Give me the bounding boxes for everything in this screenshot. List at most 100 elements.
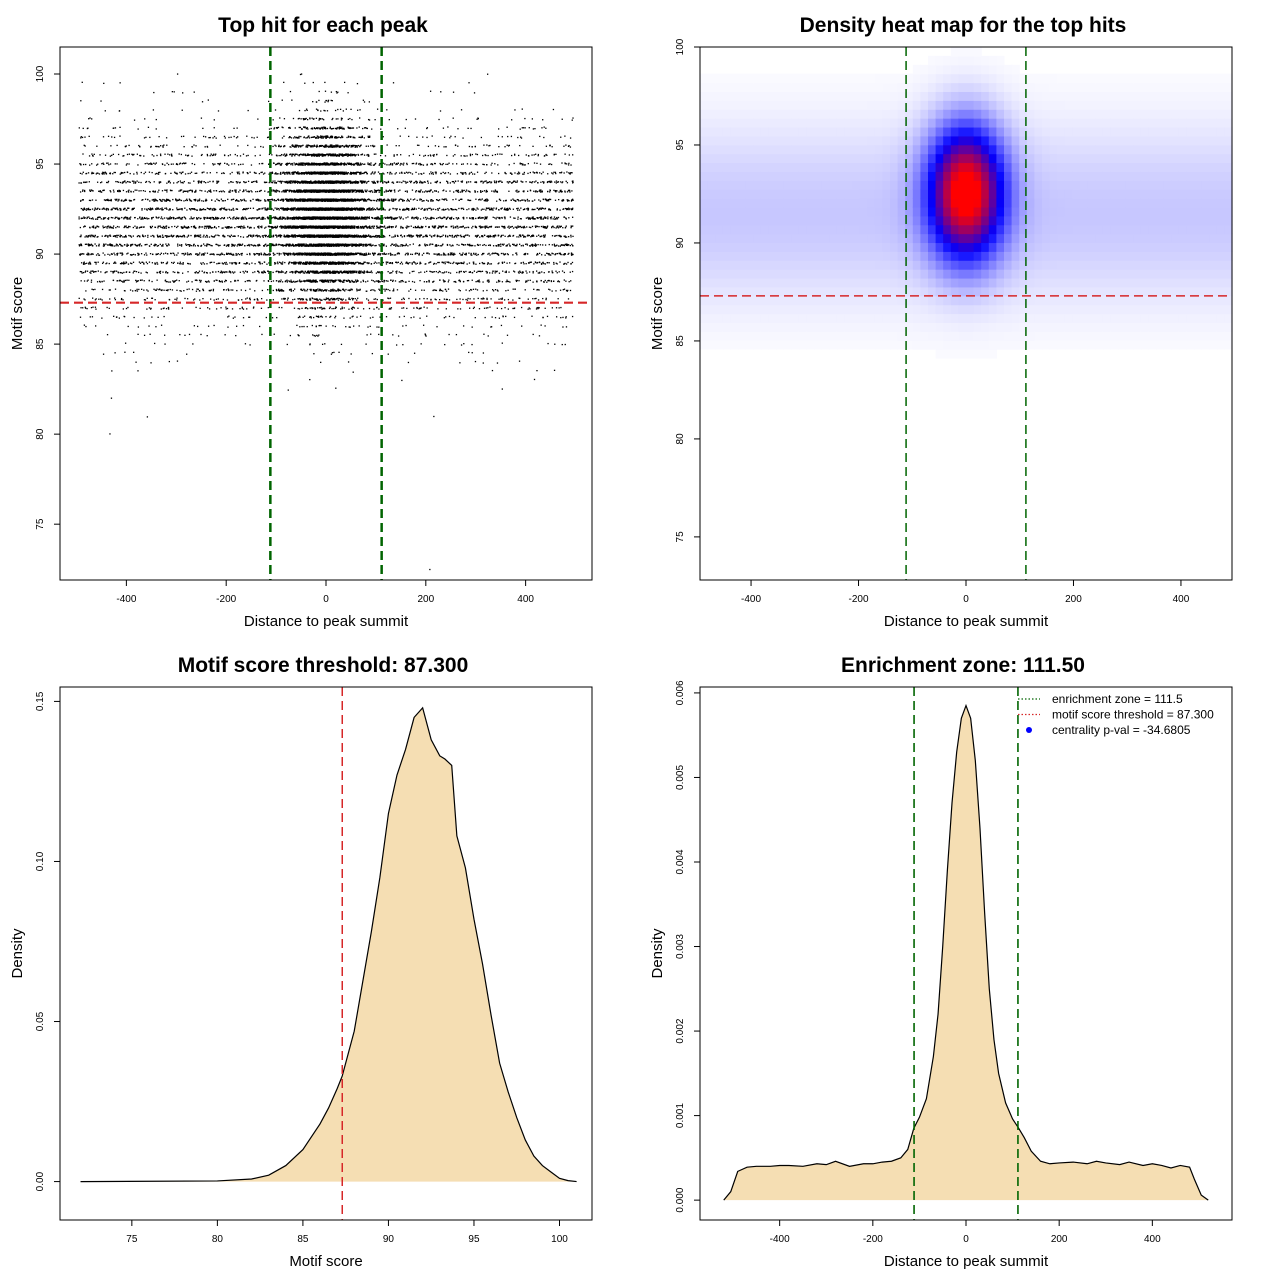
data-point — [543, 227, 544, 228]
data-point — [170, 281, 171, 282]
data-point — [162, 199, 163, 200]
data-point — [145, 244, 146, 245]
data-point — [545, 226, 546, 227]
data-point — [463, 325, 464, 326]
data-point — [423, 164, 424, 165]
data-point — [176, 290, 177, 291]
data-point — [232, 289, 233, 290]
data-point — [518, 155, 519, 156]
data-point — [374, 263, 375, 264]
data-point — [432, 135, 433, 136]
data-point — [248, 245, 249, 246]
data-point — [130, 245, 131, 246]
data-point — [141, 262, 142, 263]
data-point — [532, 216, 533, 217]
data-point — [92, 270, 93, 271]
data-point — [537, 244, 538, 245]
data-point — [221, 280, 222, 281]
data-point — [118, 199, 119, 200]
data-point — [566, 163, 567, 164]
data-point — [113, 227, 114, 228]
data-point — [490, 298, 491, 299]
data-point — [264, 261, 265, 262]
data-point — [567, 191, 568, 192]
data-point — [189, 334, 190, 335]
data-point — [273, 245, 274, 246]
data-point — [194, 208, 195, 209]
data-point — [419, 254, 420, 255]
data-point — [572, 245, 573, 246]
data-point — [508, 299, 509, 300]
data-point — [225, 227, 226, 228]
data-point — [196, 280, 197, 281]
data-point — [437, 209, 438, 210]
data-point — [470, 155, 471, 156]
data-point — [408, 253, 409, 254]
data-point — [124, 172, 125, 173]
data-point — [113, 154, 114, 155]
data-point — [462, 137, 463, 138]
data-point — [398, 335, 399, 336]
data-point — [113, 225, 114, 226]
data-point — [214, 164, 215, 165]
data-point — [416, 182, 417, 183]
data-point — [220, 191, 221, 192]
data-point — [247, 145, 248, 146]
data-point — [123, 200, 124, 201]
data-point — [442, 164, 443, 165]
data-point — [170, 173, 171, 174]
data-point — [448, 280, 449, 281]
data-point — [423, 173, 424, 174]
x-tick-label: 200 — [417, 594, 434, 605]
data-point — [123, 280, 124, 281]
data-point — [83, 216, 84, 217]
data-point — [97, 236, 98, 237]
data-point — [163, 236, 164, 237]
data-point — [480, 218, 481, 219]
data-point — [492, 155, 493, 156]
data-point — [198, 289, 199, 290]
data-point — [532, 218, 533, 219]
data-point — [166, 290, 167, 291]
data-point — [539, 136, 540, 137]
data-point — [431, 173, 432, 174]
data-point — [376, 326, 377, 327]
data-point — [555, 271, 556, 272]
data-point — [80, 100, 81, 101]
data-point — [561, 162, 562, 163]
data-point — [144, 335, 145, 336]
data-point — [513, 289, 514, 290]
data-point — [453, 254, 454, 255]
data-point — [245, 271, 246, 272]
data-point — [530, 236, 531, 237]
data-point — [271, 281, 272, 282]
data-point — [456, 209, 457, 210]
data-point — [552, 146, 553, 147]
data-point — [491, 209, 492, 210]
data-point — [527, 200, 528, 201]
data-point — [418, 163, 419, 164]
data-point — [425, 190, 426, 191]
data-point — [293, 118, 294, 119]
data-point — [527, 217, 528, 218]
data-point — [477, 191, 478, 192]
data-point — [172, 280, 173, 281]
data-point — [108, 164, 109, 165]
data-point — [567, 244, 568, 245]
data-point — [202, 226, 203, 227]
data-point — [386, 246, 387, 247]
data-point — [373, 289, 374, 290]
data-point — [562, 209, 563, 210]
data-point — [89, 209, 90, 210]
data-point — [110, 271, 111, 272]
data-point — [482, 191, 483, 192]
data-point — [126, 261, 127, 262]
data-point — [560, 317, 561, 318]
y-axis-label: Motif score — [9, 277, 26, 350]
data-point — [265, 200, 266, 201]
data-point — [428, 200, 429, 201]
data-point — [430, 201, 431, 202]
data-point — [536, 163, 537, 164]
data-point — [114, 297, 115, 298]
data-point — [221, 271, 222, 272]
